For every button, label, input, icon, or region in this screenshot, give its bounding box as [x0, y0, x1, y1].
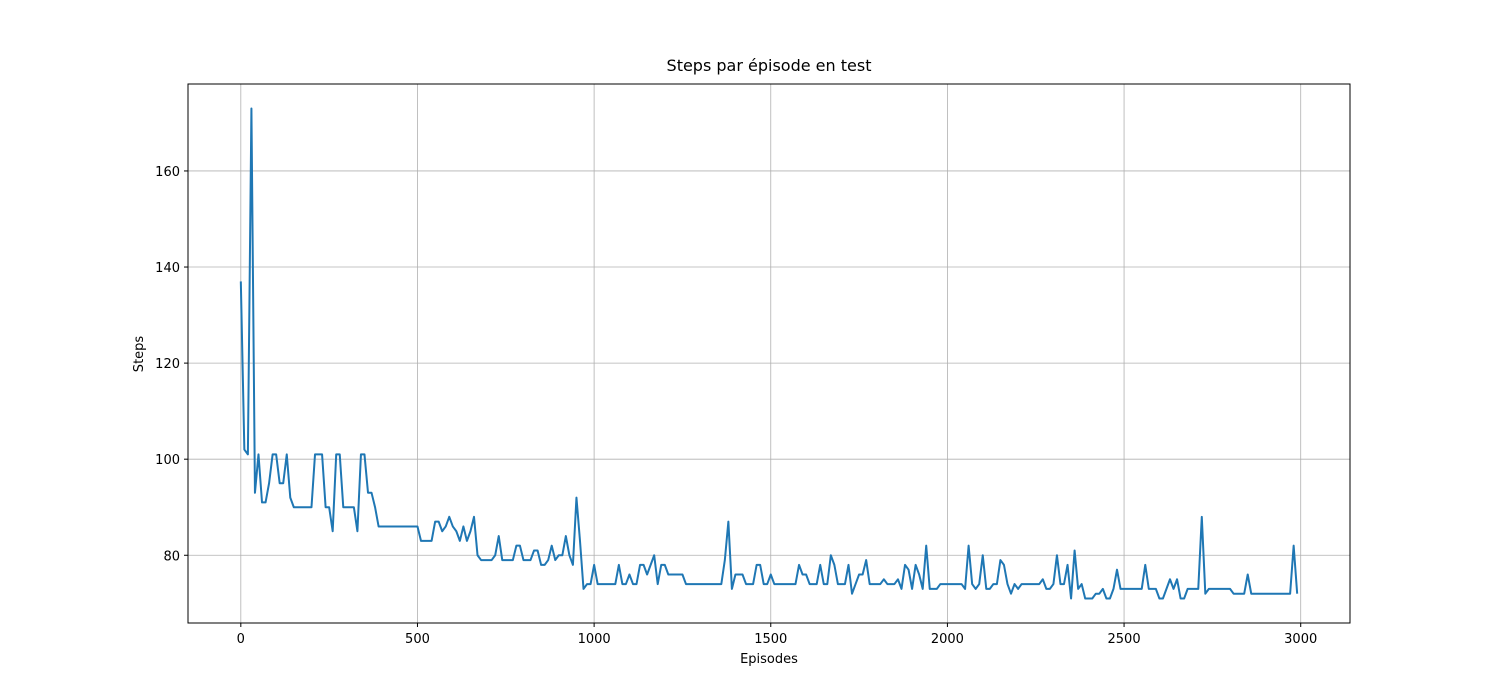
y-tick-label: 80: [163, 549, 180, 564]
y-tick-label: 120: [155, 357, 180, 372]
x-tick-label: 0: [237, 632, 245, 647]
chart-title: Steps par épisode en test: [667, 56, 872, 75]
y-axis-label: Steps: [132, 336, 147, 373]
y-tick-label: 140: [155, 261, 180, 276]
y-tick-label: 100: [155, 453, 180, 468]
plot-frame: [187, 83, 1351, 624]
y-tick-label: 160: [155, 165, 180, 180]
x-tick-label: 2000: [931, 632, 964, 647]
x-axis-label: Episodes: [740, 652, 798, 667]
x-tick-label: 500: [405, 632, 430, 647]
x-tick-label: 1500: [754, 632, 787, 647]
x-tick-label: 1000: [578, 632, 611, 647]
x-tick-label: 2500: [1108, 632, 1141, 647]
data-line: [239, 107, 1299, 600]
x-tick-label: 3000: [1284, 632, 1317, 647]
